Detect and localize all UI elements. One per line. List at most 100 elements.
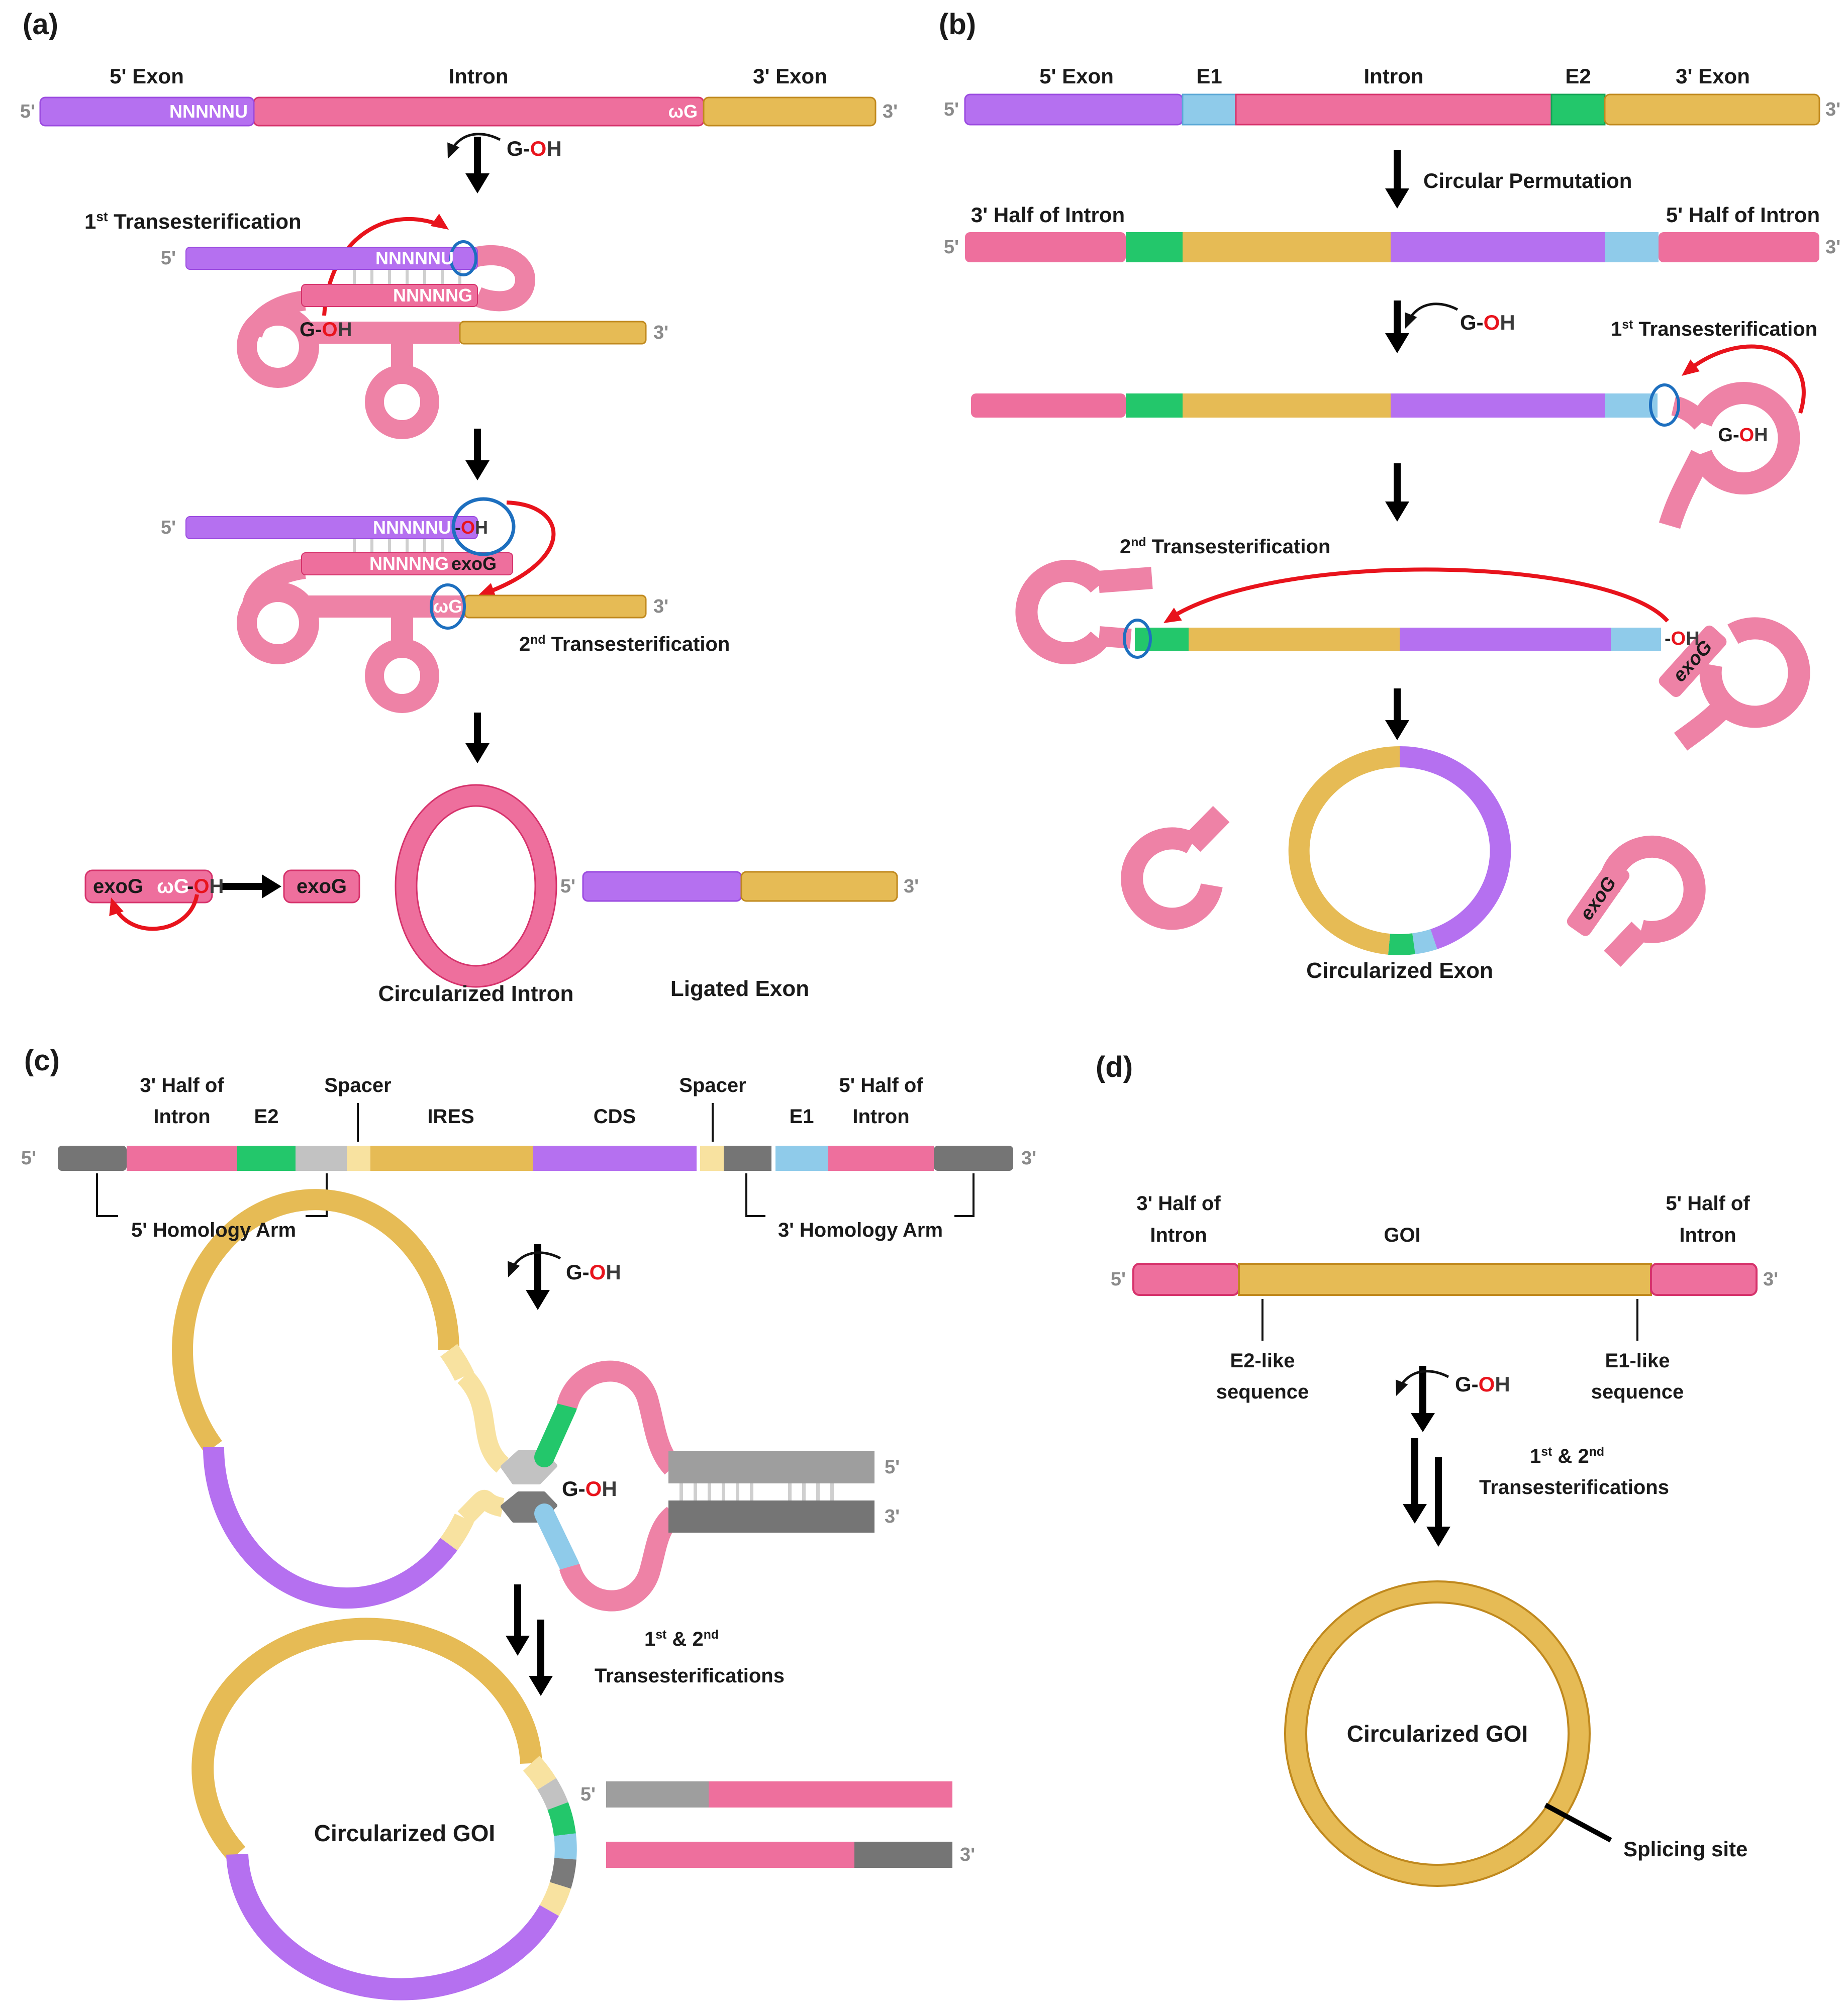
panel-b-label: (b) [939,8,977,41]
spacer-pointer-lines [357,1103,714,1142]
transesterifications-line1: 1st & 2nd [1530,1445,1604,1468]
g-oh-hook-arrow [508,1251,561,1277]
down-arrow [1385,688,1409,740]
panel-a-label: (a) [23,8,58,41]
cyclization-arrow [111,894,199,931]
three-prime-label: 3' [1021,1148,1037,1169]
half5-line1: 5' Half of [839,1074,923,1096]
exog-label: exoG [451,553,497,574]
circularized-exon-label: Circularized Exon [1306,958,1493,983]
ires-label: IRES [427,1106,474,1128]
e1-label: E1 [1196,64,1222,88]
down-arrow [526,1244,550,1310]
down-arrow [1385,300,1409,353]
guide-top-label: NNNNNU [375,248,454,268]
five-prime-label: 5' [580,1784,596,1805]
homology3-label: 3' Homology Arm [777,1219,943,1241]
guide-bottom-label: NNNNNG [393,285,472,306]
circular-permutation-label: Circular Permutation [1423,169,1632,192]
down-arrow [465,713,490,763]
transesterification-1-arrow [1685,344,1806,414]
down-arrow [1385,463,1409,522]
circularized-intron-label: Circularized Intron [378,981,574,1006]
guide-sequence-bar [301,552,513,575]
free-oh-label: -OH [455,517,489,538]
g-oh-label: G-OH [562,1477,617,1500]
linear-precursor-1 [971,344,1806,529]
circularized-goi-ring-d [1284,1580,1591,1887]
five-prime-label: 5' [160,517,176,538]
free-exog-lariat [1567,835,1706,967]
splice-site-circle [449,240,477,276]
panel-c-construct-bar [58,1103,1013,1217]
intron-half-loop [1691,382,1800,494]
free-oh-circle [451,497,516,556]
three-prime-label: 3' [904,876,919,897]
g-oh-hook-arrow [447,133,501,159]
exon5-label: 5' Exon [1039,64,1114,88]
intron-stem-loop [365,639,439,713]
exon3-segment [464,594,647,619]
five-prime-label: 5' [1110,1269,1126,1290]
three-prime-label: 3' [653,596,669,617]
five-prime-label: 5' [21,1148,36,1169]
three-prime-label: 3' [1825,237,1841,258]
exon3-label: 3' Exon [753,64,827,88]
down-arrow [529,1620,553,1696]
g-oh-label: G-OH [1455,1372,1510,1396]
e2-strand [534,1397,577,1467]
half3-line2: Intron [1150,1224,1207,1246]
three-prime-label: 3' [653,322,669,343]
e2like-line1: E2-like [1230,1350,1295,1372]
panel-a-construct-bar [39,96,877,127]
guide-top-label: NNNNNU [373,517,451,538]
three-prime-label: 3' [1763,1269,1779,1290]
intron-label: Intron [1364,64,1424,88]
down-arrow [506,1584,530,1656]
right-arrow [221,874,281,898]
half3-line1: 3' Half of [140,1074,224,1096]
three-prime-label: 3' [885,1506,900,1527]
half5-label: 5' Half of Intron [1666,203,1820,227]
five-prime-label: 5' [160,248,176,269]
transesterification-2-arrow [482,500,556,596]
e1like-line1: E1-like [1605,1350,1670,1372]
released-strand-3 [606,1842,952,1868]
half5-line1: 5' Half of [1666,1192,1750,1215]
g-oh-hook-arrow [1405,303,1458,329]
circularized-exon-ring [1288,746,1511,955]
half3-label: 3' Half of Intron [970,203,1125,227]
g-oh-label: G-OH [1460,311,1515,334]
spacer-label: Spacer [679,1074,746,1096]
base-pair-ticks [353,270,461,284]
circularized-goi-ring [191,1618,577,2000]
exon5-seq-label: NNNNNU [169,101,248,122]
homology3-bracket [745,1173,975,1217]
half3-line1: 3' Half of [1136,1192,1221,1215]
half5-line2: Intron [1679,1224,1736,1246]
intron-half-loop [1015,560,1108,664]
intron-hairpin-lower [559,1507,680,1612]
three-prime-label: 3' [1825,99,1841,120]
half5-line2: Intron [852,1106,910,1128]
duplex-strand-5 [668,1451,874,1483]
exog-label: exoG [296,875,347,897]
e1like-line2: sequence [1591,1381,1684,1403]
ligated-exon-label: Ligated Exon [670,976,810,1001]
transesterifications-line2: Transesterifications [595,1665,785,1687]
five-prime-label: 5' [943,99,959,120]
splice-site-circle [1649,383,1680,427]
panel-c-label: (c) [24,1044,60,1077]
linear-precursor-2 [1015,560,1810,751]
half3-line2: Intron [153,1106,211,1128]
homology5-bracket [96,1173,328,1217]
omega-g-label: ωG [157,875,189,897]
panel-d-construct-bar [1132,1263,1758,1341]
cds-label: CDS [593,1106,636,1128]
exog-box [283,869,360,904]
exog-label: exoG [93,875,144,897]
exon3-segment [459,321,647,345]
g-oh-hook-arrow [1396,1370,1449,1396]
